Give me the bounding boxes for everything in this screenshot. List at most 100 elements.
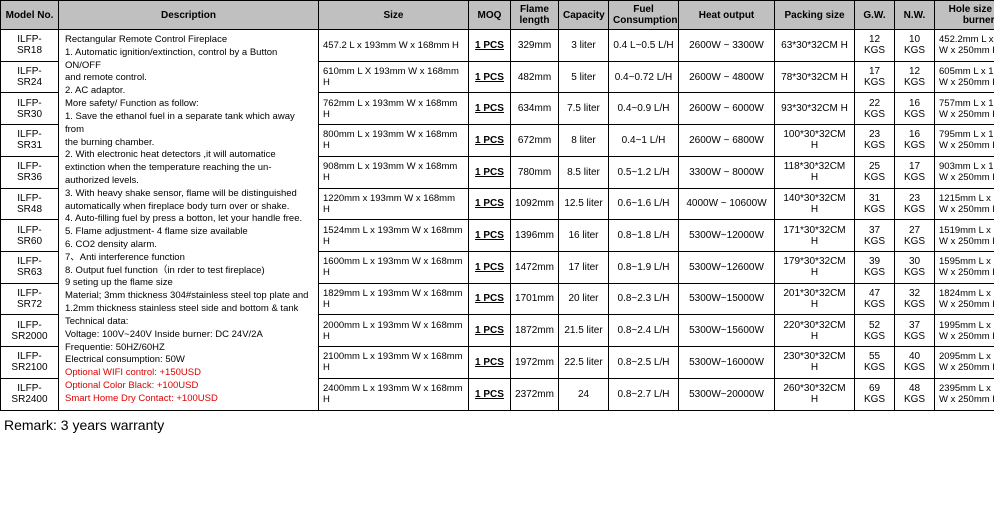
cell-cap: 16 liter: [559, 220, 609, 252]
cell-pack: 179*30*32CM H: [775, 251, 855, 283]
cell-heat: 5300W~16000W: [679, 347, 775, 379]
th-packing: Packing size: [775, 1, 855, 30]
cell-hole: 1995mm L x 180mm W x 250mm H: [935, 315, 994, 347]
cell-model: ILFP-SR2400: [1, 378, 59, 410]
table-row: ILFP-SR18Rectangular Remote Control Fire…: [1, 30, 994, 62]
cell-cap: 8.5 liter: [559, 156, 609, 188]
cell-gw: 12 KGS: [855, 30, 895, 62]
cell-flame: 1972mm: [511, 347, 559, 379]
cell-pack: 118*30*32CM H: [775, 156, 855, 188]
cell-description: Rectangular Remote Control Fireplace1. A…: [59, 30, 319, 411]
cell-nw: 27 KGS: [895, 220, 935, 252]
cell-heat: 2600W ~ 4800W: [679, 61, 775, 93]
cell-cap: 22.5 liter: [559, 347, 609, 379]
cell-cap: 17 liter: [559, 251, 609, 283]
cell-nw: 16 KGS: [895, 93, 935, 125]
cell-fuel: 0.4 L~0.5 L/H: [609, 30, 679, 62]
remark-text: Remark: 3 years warranty: [0, 411, 994, 437]
cell-nw: 37 KGS: [895, 315, 935, 347]
cell-fuel: 0.8~2.5 L/H: [609, 347, 679, 379]
cell-nw: 32 KGS: [895, 283, 935, 315]
cell-hole: 452.2mm L x 180mm W x 250mm H: [935, 30, 994, 62]
cell-cap: 5 liter: [559, 61, 609, 93]
cell-pack: 100*30*32CM H: [775, 125, 855, 157]
cell-fuel: 0.4~0.72 L/H: [609, 61, 679, 93]
cell-gw: 31 KGS: [855, 188, 895, 220]
cell-gw: 17 KGS: [855, 61, 895, 93]
cell-cap: 7.5 liter: [559, 93, 609, 125]
cell-heat: 2600W ~ 3300W: [679, 30, 775, 62]
cell-heat: 2600W ~ 6000W: [679, 93, 775, 125]
cell-model: ILFP-SR2000: [1, 315, 59, 347]
cell-fuel: 0.8~2.7 L/H: [609, 378, 679, 410]
cell-model: ILFP-SR48: [1, 188, 59, 220]
cell-cap: 24: [559, 378, 609, 410]
cell-hole: 2395mm L x 180mm W x 250mm H: [935, 378, 994, 410]
cell-flame: 2372mm: [511, 378, 559, 410]
cell-moq: 1 PCS: [469, 378, 511, 410]
cell-nw: 10 KGS: [895, 30, 935, 62]
cell-gw: 23 KGS: [855, 125, 895, 157]
cell-nw: 30 KGS: [895, 251, 935, 283]
cell-heat: 5300W~12600W: [679, 251, 775, 283]
cell-size: 457.2 L x 193mm W x 168mm H: [319, 30, 469, 62]
cell-model: ILFP-SR60: [1, 220, 59, 252]
cell-size: 610mm L X 193mm W x 168mm H: [319, 61, 469, 93]
cell-fuel: 0.5~1.2 L/H: [609, 156, 679, 188]
table-body: ILFP-SR18Rectangular Remote Control Fire…: [1, 30, 994, 411]
cell-model: ILFP-SR63: [1, 251, 59, 283]
cell-hole: 1824mm L x 180mm W x 250mm H: [935, 283, 994, 315]
cell-fuel: 0.6~1.6 L/H: [609, 188, 679, 220]
cell-size: 1600mm L x 193mm W x 168mm H: [319, 251, 469, 283]
cell-pack: 78*30*32CM H: [775, 61, 855, 93]
cell-size: 762mm L x 193mm W x 168mm H: [319, 93, 469, 125]
cell-moq: 1 PCS: [469, 61, 511, 93]
cell-heat: 5300W~15000W: [679, 283, 775, 315]
cell-hole: 605mm L x 180mm W x 250mm H: [935, 61, 994, 93]
cell-flame: 780mm: [511, 156, 559, 188]
cell-cap: 20 liter: [559, 283, 609, 315]
cell-gw: 37 KGS: [855, 220, 895, 252]
cell-gw: 47 KGS: [855, 283, 895, 315]
th-desc: Description: [59, 1, 319, 30]
cell-model: ILFP-SR18: [1, 30, 59, 62]
cell-heat: 5300W~15600W: [679, 315, 775, 347]
cell-moq: 1 PCS: [469, 315, 511, 347]
cell-moq: 1 PCS: [469, 188, 511, 220]
cell-size: 1829mm L x 193mm W x 168mm H: [319, 283, 469, 315]
cell-pack: 171*30*32CM H: [775, 220, 855, 252]
cell-cap: 8 liter: [559, 125, 609, 157]
cell-nw: 17 KGS: [895, 156, 935, 188]
th-gw: G.W.: [855, 1, 895, 30]
cell-fuel: 0.8~1.8 L/H: [609, 220, 679, 252]
cell-model: ILFP-SR31: [1, 125, 59, 157]
cell-flame: 1701mm: [511, 283, 559, 315]
cell-model: ILFP-SR72: [1, 283, 59, 315]
cell-fuel: 0.8~2.3 L/H: [609, 283, 679, 315]
cell-model: ILFP-SR2100: [1, 347, 59, 379]
cell-gw: 25 KGS: [855, 156, 895, 188]
cell-pack: 93*30*32CM H: [775, 93, 855, 125]
cell-hole: 1215mm L x 180mm W x 250mm H: [935, 188, 994, 220]
cell-pack: 201*30*32CM H: [775, 283, 855, 315]
cell-size: 908mm L x 193mm W x 168mm H: [319, 156, 469, 188]
cell-hole: 757mm L x 180mm W x 250mm H: [935, 93, 994, 125]
cell-cap: 21.5 liter: [559, 315, 609, 347]
cell-moq: 1 PCS: [469, 347, 511, 379]
cell-flame: 672mm: [511, 125, 559, 157]
cell-flame: 1472mm: [511, 251, 559, 283]
cell-cap: 3 liter: [559, 30, 609, 62]
cell-cap: 12.5 liter: [559, 188, 609, 220]
cell-flame: 1092mm: [511, 188, 559, 220]
cell-pack: 63*30*32CM H: [775, 30, 855, 62]
cell-size: 2400mm L x 193mm W x 168mm H: [319, 378, 469, 410]
cell-size: 2100mm L x 193mm W x 168mm H: [319, 347, 469, 379]
cell-gw: 22 KGS: [855, 93, 895, 125]
th-flame: Flame length: [511, 1, 559, 30]
cell-gw: 69 KGS: [855, 378, 895, 410]
spec-table: Model No. Description Size MOQ Flame len…: [0, 0, 994, 411]
cell-moq: 1 PCS: [469, 220, 511, 252]
cell-heat: 3300W ~ 8000W: [679, 156, 775, 188]
cell-size: 1524mm L x 193mm W x 168mm H: [319, 220, 469, 252]
cell-heat: 2600W ~ 6800W: [679, 125, 775, 157]
